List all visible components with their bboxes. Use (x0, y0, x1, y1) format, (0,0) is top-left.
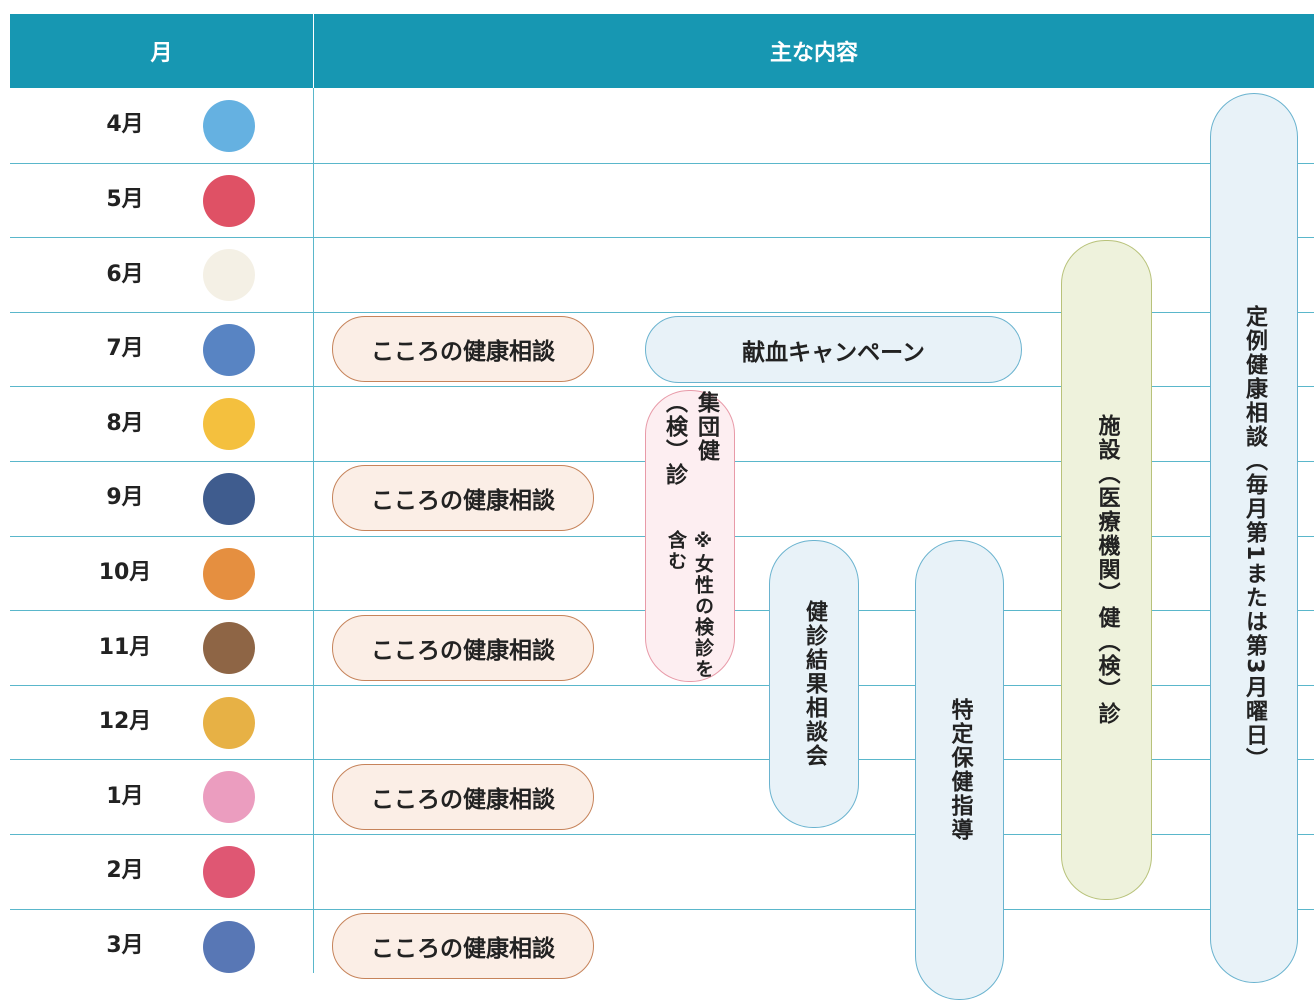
page: 月 主な内容 4月 5月 6月 7月 8月 9月 10月 11月 12月 1月 2月 3月 こころの健康… (10, 14, 1314, 1000)
row-line (10, 311, 1314, 313)
row-line (10, 684, 1314, 686)
header-month: 月 (10, 14, 313, 88)
event-kokoro: こころの健康相談 (332, 614, 594, 681)
month-label: 9月 (106, 485, 144, 511)
month-icon (203, 696, 255, 749)
event-kokoro: こころの健康相談 (332, 912, 594, 979)
month-icon (203, 622, 255, 675)
month-label: 2月 (106, 858, 144, 884)
month-label: 4月 (106, 112, 144, 138)
event-kokoro: こころの健康相談 (332, 316, 594, 383)
event-group-checkup: 集団健（検）診 ※女性の検診を含む (645, 390, 735, 682)
month-label: 1月 (106, 783, 144, 809)
month-label: 3月 (106, 932, 144, 958)
group-checkup-title: 集団健（検）診 (662, 391, 719, 487)
row-line (10, 237, 1314, 239)
month-icon (203, 846, 255, 898)
month-icon (203, 174, 255, 227)
month-label: 7月 (106, 336, 144, 362)
month-label: 5月 (106, 186, 144, 212)
column-divider (313, 88, 314, 973)
month-icon (203, 547, 255, 600)
row-line (10, 162, 1314, 164)
row-line (10, 834, 1314, 835)
row-line (10, 759, 1314, 761)
month-label: 8月 (106, 410, 144, 436)
month-label: 10月 (98, 559, 152, 585)
month-icon (203, 771, 255, 824)
event-regular: 定例健康相談（毎月第1または第3月曜日） (1210, 93, 1298, 983)
month-label: 11月 (98, 634, 152, 660)
month-label: 12月 (98, 709, 152, 735)
month-icon (203, 100, 255, 152)
row-line (10, 908, 1314, 910)
event-kokoro: こころの健康相談 (332, 465, 594, 532)
header-content: 主な内容 (314, 14, 1314, 88)
month-icon (203, 920, 255, 973)
event-facility: 施設（医療機関）健（検）診 (1061, 240, 1152, 900)
month-icon (203, 473, 255, 525)
event-kokoro: こころの健康相談 (332, 763, 594, 830)
month-icon (203, 323, 255, 376)
event-results: 健診結果相談会 (769, 540, 859, 828)
event-blood: 献血キャンペーン (645, 316, 1022, 383)
month-label: 6月 (106, 261, 144, 287)
row-line (10, 386, 1314, 388)
group-checkup-note: ※女性の検診を含む (665, 529, 714, 680)
month-icon (203, 398, 255, 451)
month-icon (203, 249, 255, 302)
event-guidance: 特定保健指導 (915, 540, 1004, 1000)
